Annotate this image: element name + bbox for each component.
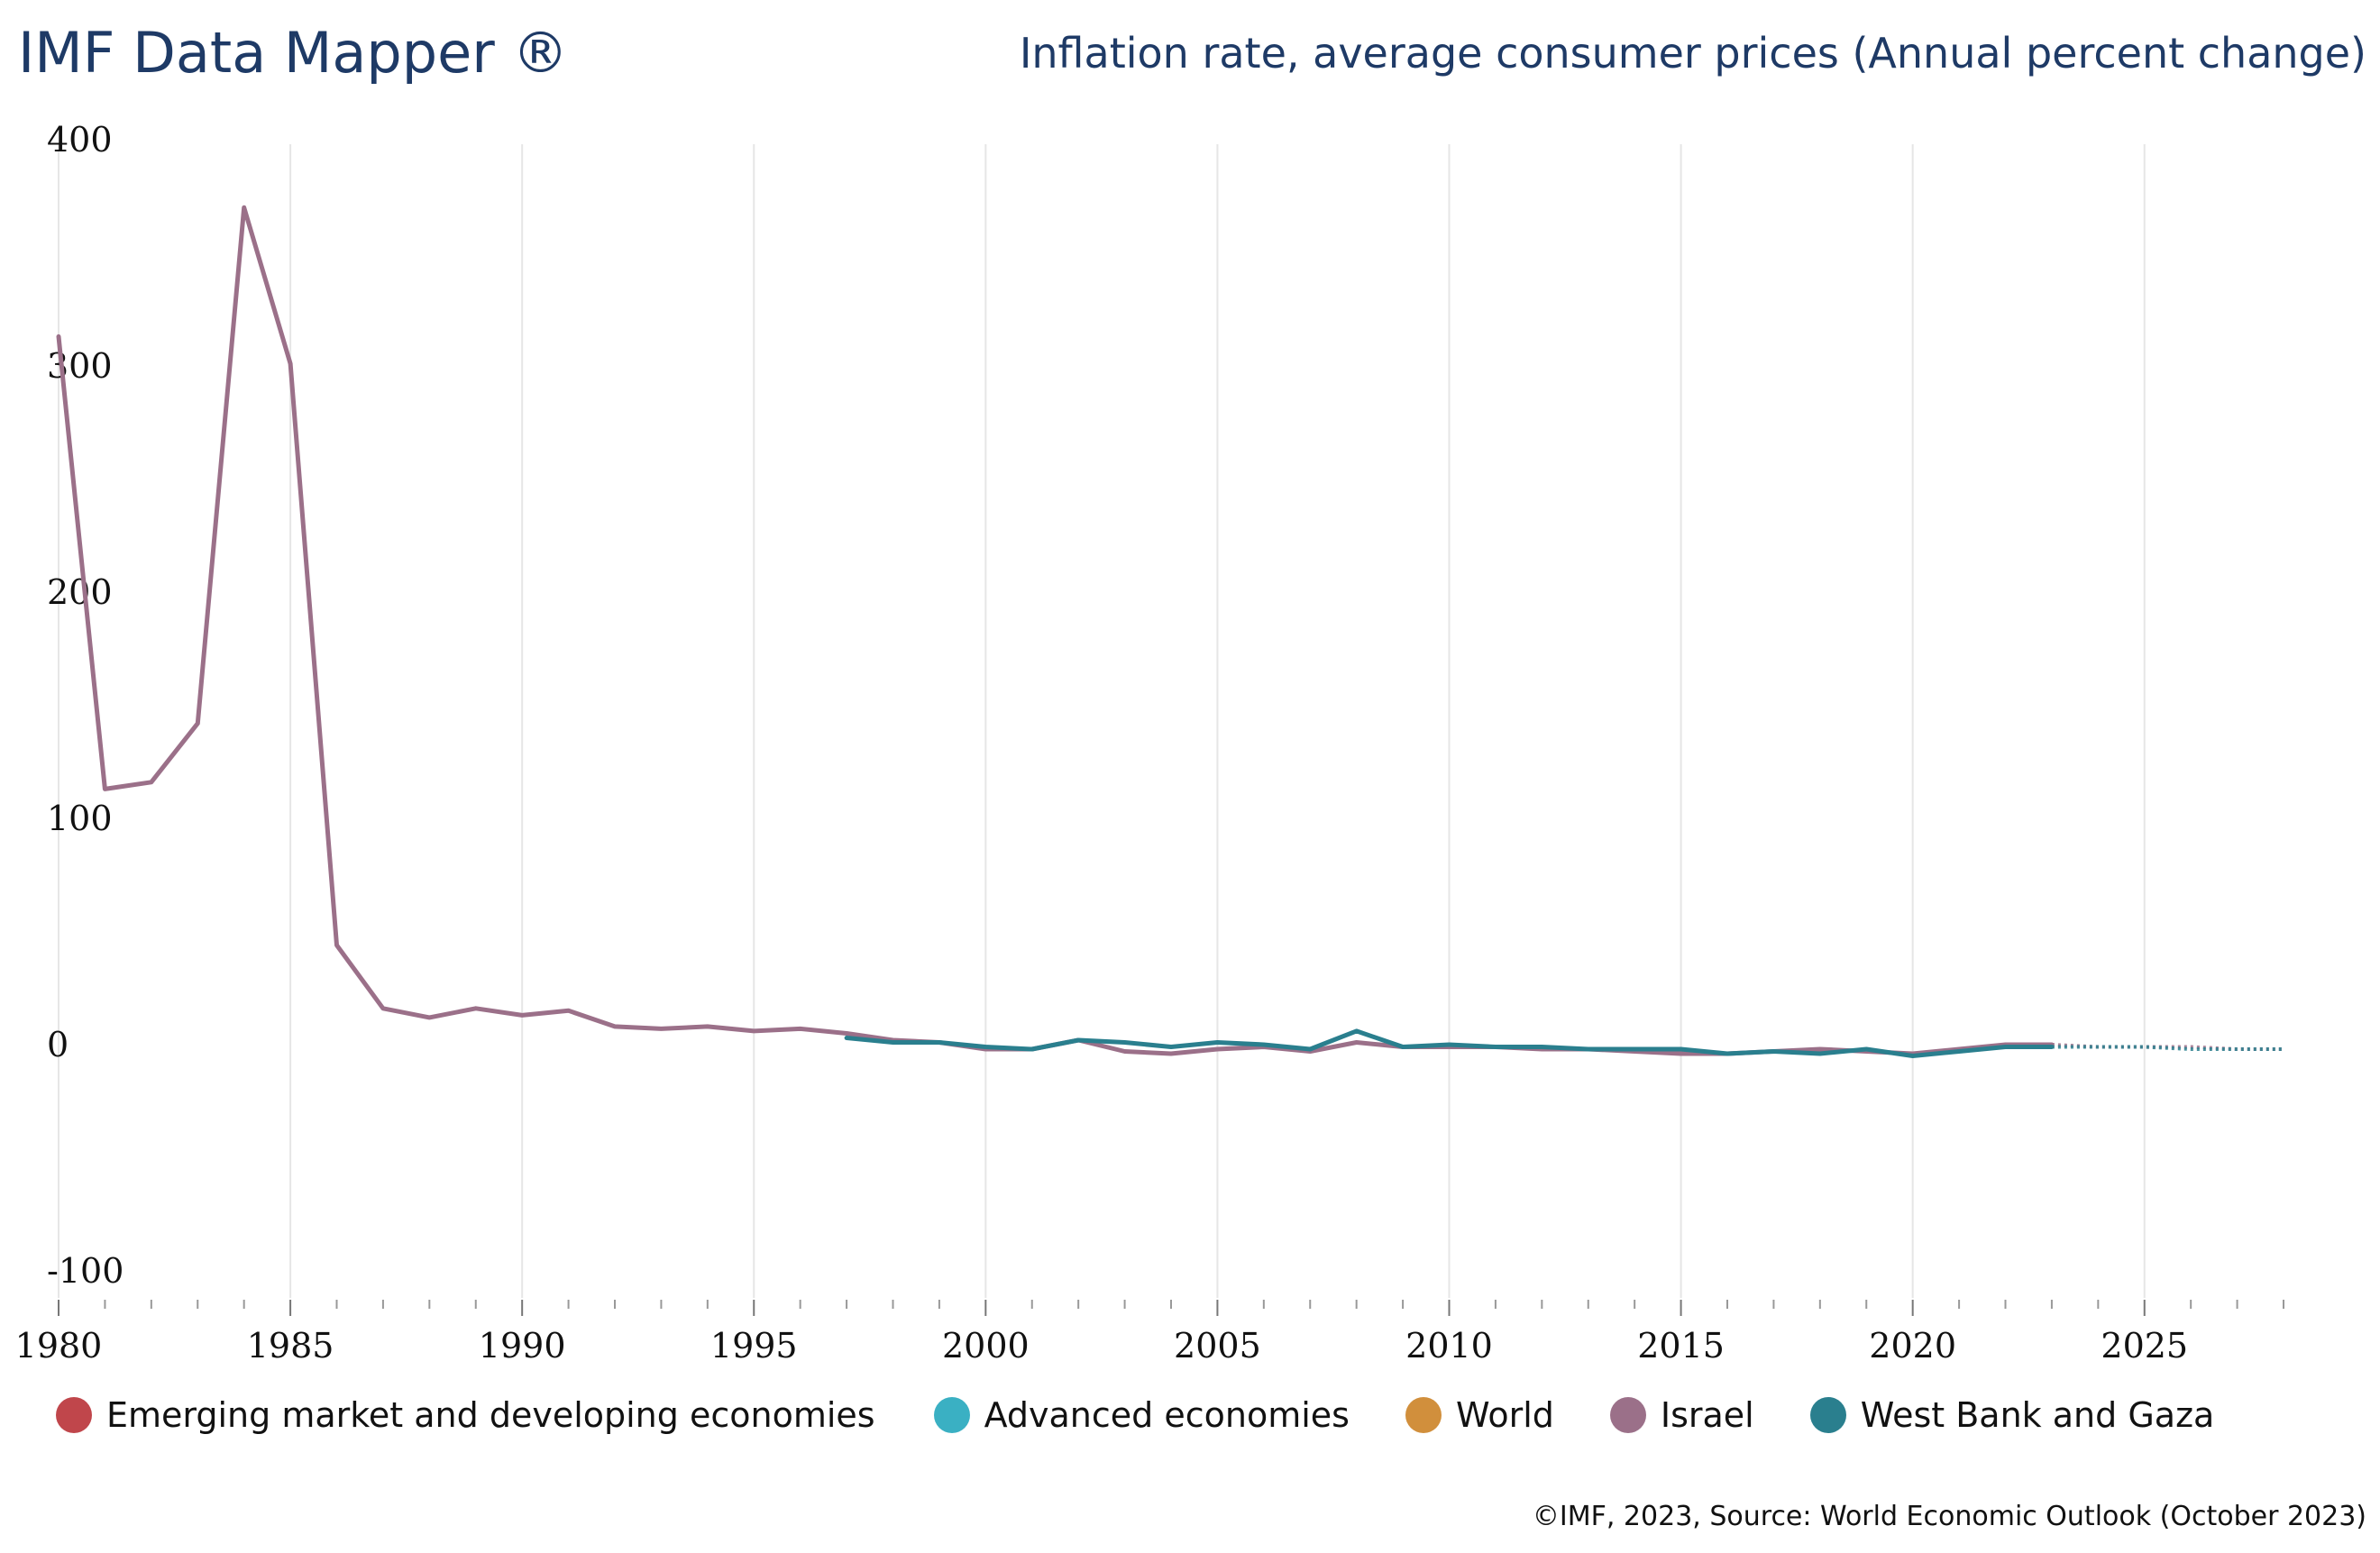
legend-item-israel[interactable]: Israel (1609, 1395, 1754, 1435)
legend-item-emerging-markets[interactable]: Emerging market and developing economies (56, 1395, 875, 1435)
legend-label: Emerging market and developing economies (106, 1395, 875, 1435)
series-projection-west-bank-and-gaza (2051, 1045, 2284, 1051)
series-lines (56, 205, 2284, 1058)
legend-marker (56, 1397, 92, 1433)
y-tick-label: 300 (47, 346, 113, 386)
legend-item-west-bank-and-gaza[interactable]: West Bank and Gaza (1809, 1395, 2215, 1435)
x-tick-label: 2010 (1405, 1326, 1493, 1366)
legend-label: West Bank and Gaza (1860, 1395, 2215, 1435)
chart-title: Inflation rate, average consumer prices … (1019, 29, 2366, 78)
x-tick-label: 2005 (1174, 1326, 1261, 1366)
y-axis-labels: -100 0 100 200 300 400 (47, 120, 124, 1291)
x-tick-label: 1990 (479, 1326, 566, 1366)
y-tick-label: 200 (47, 572, 113, 612)
x-tick-label: 2020 (1869, 1326, 1956, 1366)
x-tick-label: 1985 (247, 1326, 334, 1366)
x-axis-labels: 1980 1985 1990 1995 2000 2005 2010 2015 2020 2025 (15, 1326, 2188, 1366)
source-credit: ©IMF, 2023, Source: World Economic Outlo… (1532, 1501, 2366, 1532)
legend-marker (1609, 1397, 1646, 1433)
legend: Emerging market and developing economies… (56, 1386, 2270, 1444)
legend-marker (1809, 1397, 1846, 1433)
series-line-west-bank-and-gaza (844, 1028, 2055, 1058)
y-tick-label: 400 (47, 120, 113, 160)
legend-item-world[interactable]: World (1405, 1395, 1554, 1435)
series-line-israel (56, 205, 2055, 1056)
legend-label: Israel (1660, 1395, 1754, 1435)
x-tick-label: 2000 (942, 1326, 1030, 1366)
x-tick-label: 2015 (1637, 1326, 1725, 1366)
x-tick-label: 1980 (15, 1326, 103, 1366)
y-tick-label: -100 (47, 1251, 124, 1291)
legend-label: World (1455, 1395, 1554, 1435)
y-tick-label: 100 (47, 799, 113, 838)
x-axis-ticks (58, 1300, 2284, 1316)
legend-item-advanced-economies[interactable]: Advanced economies (933, 1395, 1350, 1435)
x-tick-label: 2025 (2101, 1326, 2188, 1366)
y-tick-label: 0 (47, 1025, 69, 1064)
brand-title: IMF Data Mapper ® (18, 20, 569, 86)
legend-marker (1405, 1397, 1442, 1433)
grid-lines (58, 144, 2146, 1298)
legend-marker (933, 1397, 970, 1433)
legend-label: Advanced economies (984, 1395, 1350, 1435)
x-tick-label: 1995 (710, 1326, 798, 1366)
